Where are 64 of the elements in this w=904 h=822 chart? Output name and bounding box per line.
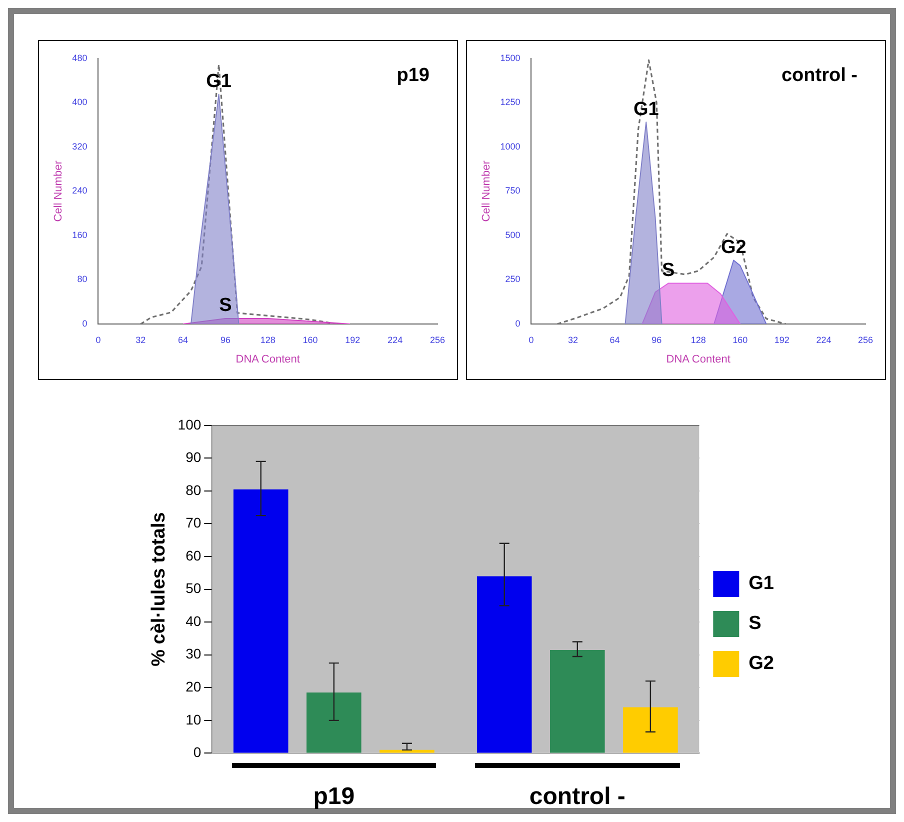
x-tick-label: 160 (732, 334, 748, 345)
x-axis-title: DNA Content (236, 353, 300, 366)
x-tick-label: 160 (302, 334, 318, 345)
y-tick-label: 80 (186, 482, 202, 498)
x-tick-label: 256 (430, 334, 446, 345)
y-tick-label: 0 (82, 318, 88, 328)
y-tick-label: 40 (186, 612, 202, 629)
y-tick-label: 60 (186, 547, 202, 564)
x-tick-label: 224 (388, 334, 403, 345)
y-tick-label: 400 (72, 97, 88, 108)
bar (306, 692, 362, 753)
bar (476, 576, 532, 753)
y-tick-label: 20 (186, 678, 202, 694)
bar (550, 650, 605, 753)
bar (623, 707, 678, 753)
y-tick-label: 160 (72, 230, 88, 240)
y-tick-label: 1000 (500, 141, 520, 152)
chart-title: control - (781, 65, 858, 86)
x-tick-label: 32 (568, 334, 578, 345)
x-tick-label: 0 (96, 334, 101, 345)
y-tick-label: 70 (186, 514, 202, 531)
x-tick-label: 32 (136, 334, 146, 345)
line-series (140, 64, 338, 324)
series-label: S (219, 295, 232, 316)
y-tick-label: 250 (505, 274, 520, 284)
y-tick-label: 10 (186, 711, 202, 728)
bar (233, 489, 288, 753)
y-tick-label: 240 (72, 186, 88, 196)
series-label: S (662, 260, 675, 282)
y-tick-label: 90 (186, 449, 202, 466)
y-tick-label: 30 (186, 646, 202, 662)
x-tick-label: 64 (610, 334, 620, 345)
chart-title: p19 (396, 65, 430, 86)
legend-label: S (748, 613, 762, 634)
y-axis-title: % cèl·lules totals (148, 512, 170, 666)
legend-label: G1 (748, 573, 774, 594)
x-tick-label: 192 (774, 334, 790, 345)
x-tick-label: 128 (260, 334, 276, 345)
y-tick-label: 500 (505, 230, 520, 240)
x-tick-label: 128 (690, 334, 706, 345)
y-tick-label: 100 (178, 416, 202, 432)
y-tick-label: 480 (72, 52, 88, 63)
x-tick-label: 0 (528, 334, 534, 345)
y-tick-label: 320 (72, 141, 88, 152)
series-label: G2 (720, 236, 746, 258)
x-tick-label: 256 (858, 334, 874, 345)
y-tick-label: 0 (515, 318, 520, 328)
x-tick-label: 96 (220, 334, 230, 345)
x-tick-label: 96 (652, 334, 662, 345)
series-label: G1 (633, 98, 660, 120)
y-axis-title: Cell Number (480, 160, 493, 222)
y-tick-label: 750 (505, 186, 520, 196)
x-tick-label: 192 (345, 334, 360, 345)
legend-label: G2 (748, 653, 774, 674)
y-tick-label: 50 (186, 580, 202, 596)
x-axis-title: DNA Content (666, 353, 730, 366)
y-tick-label: 0 (193, 744, 202, 760)
series-label: G1 (206, 71, 232, 92)
x-tick-label: 224 (816, 334, 832, 345)
y-tick-label: 1500 (500, 52, 520, 63)
y-tick-label: 80 (77, 274, 88, 284)
x-tick-label: 64 (178, 334, 188, 345)
y-axis-title: Cell Number (52, 160, 65, 222)
y-tick-label: 1250 (500, 97, 520, 108)
